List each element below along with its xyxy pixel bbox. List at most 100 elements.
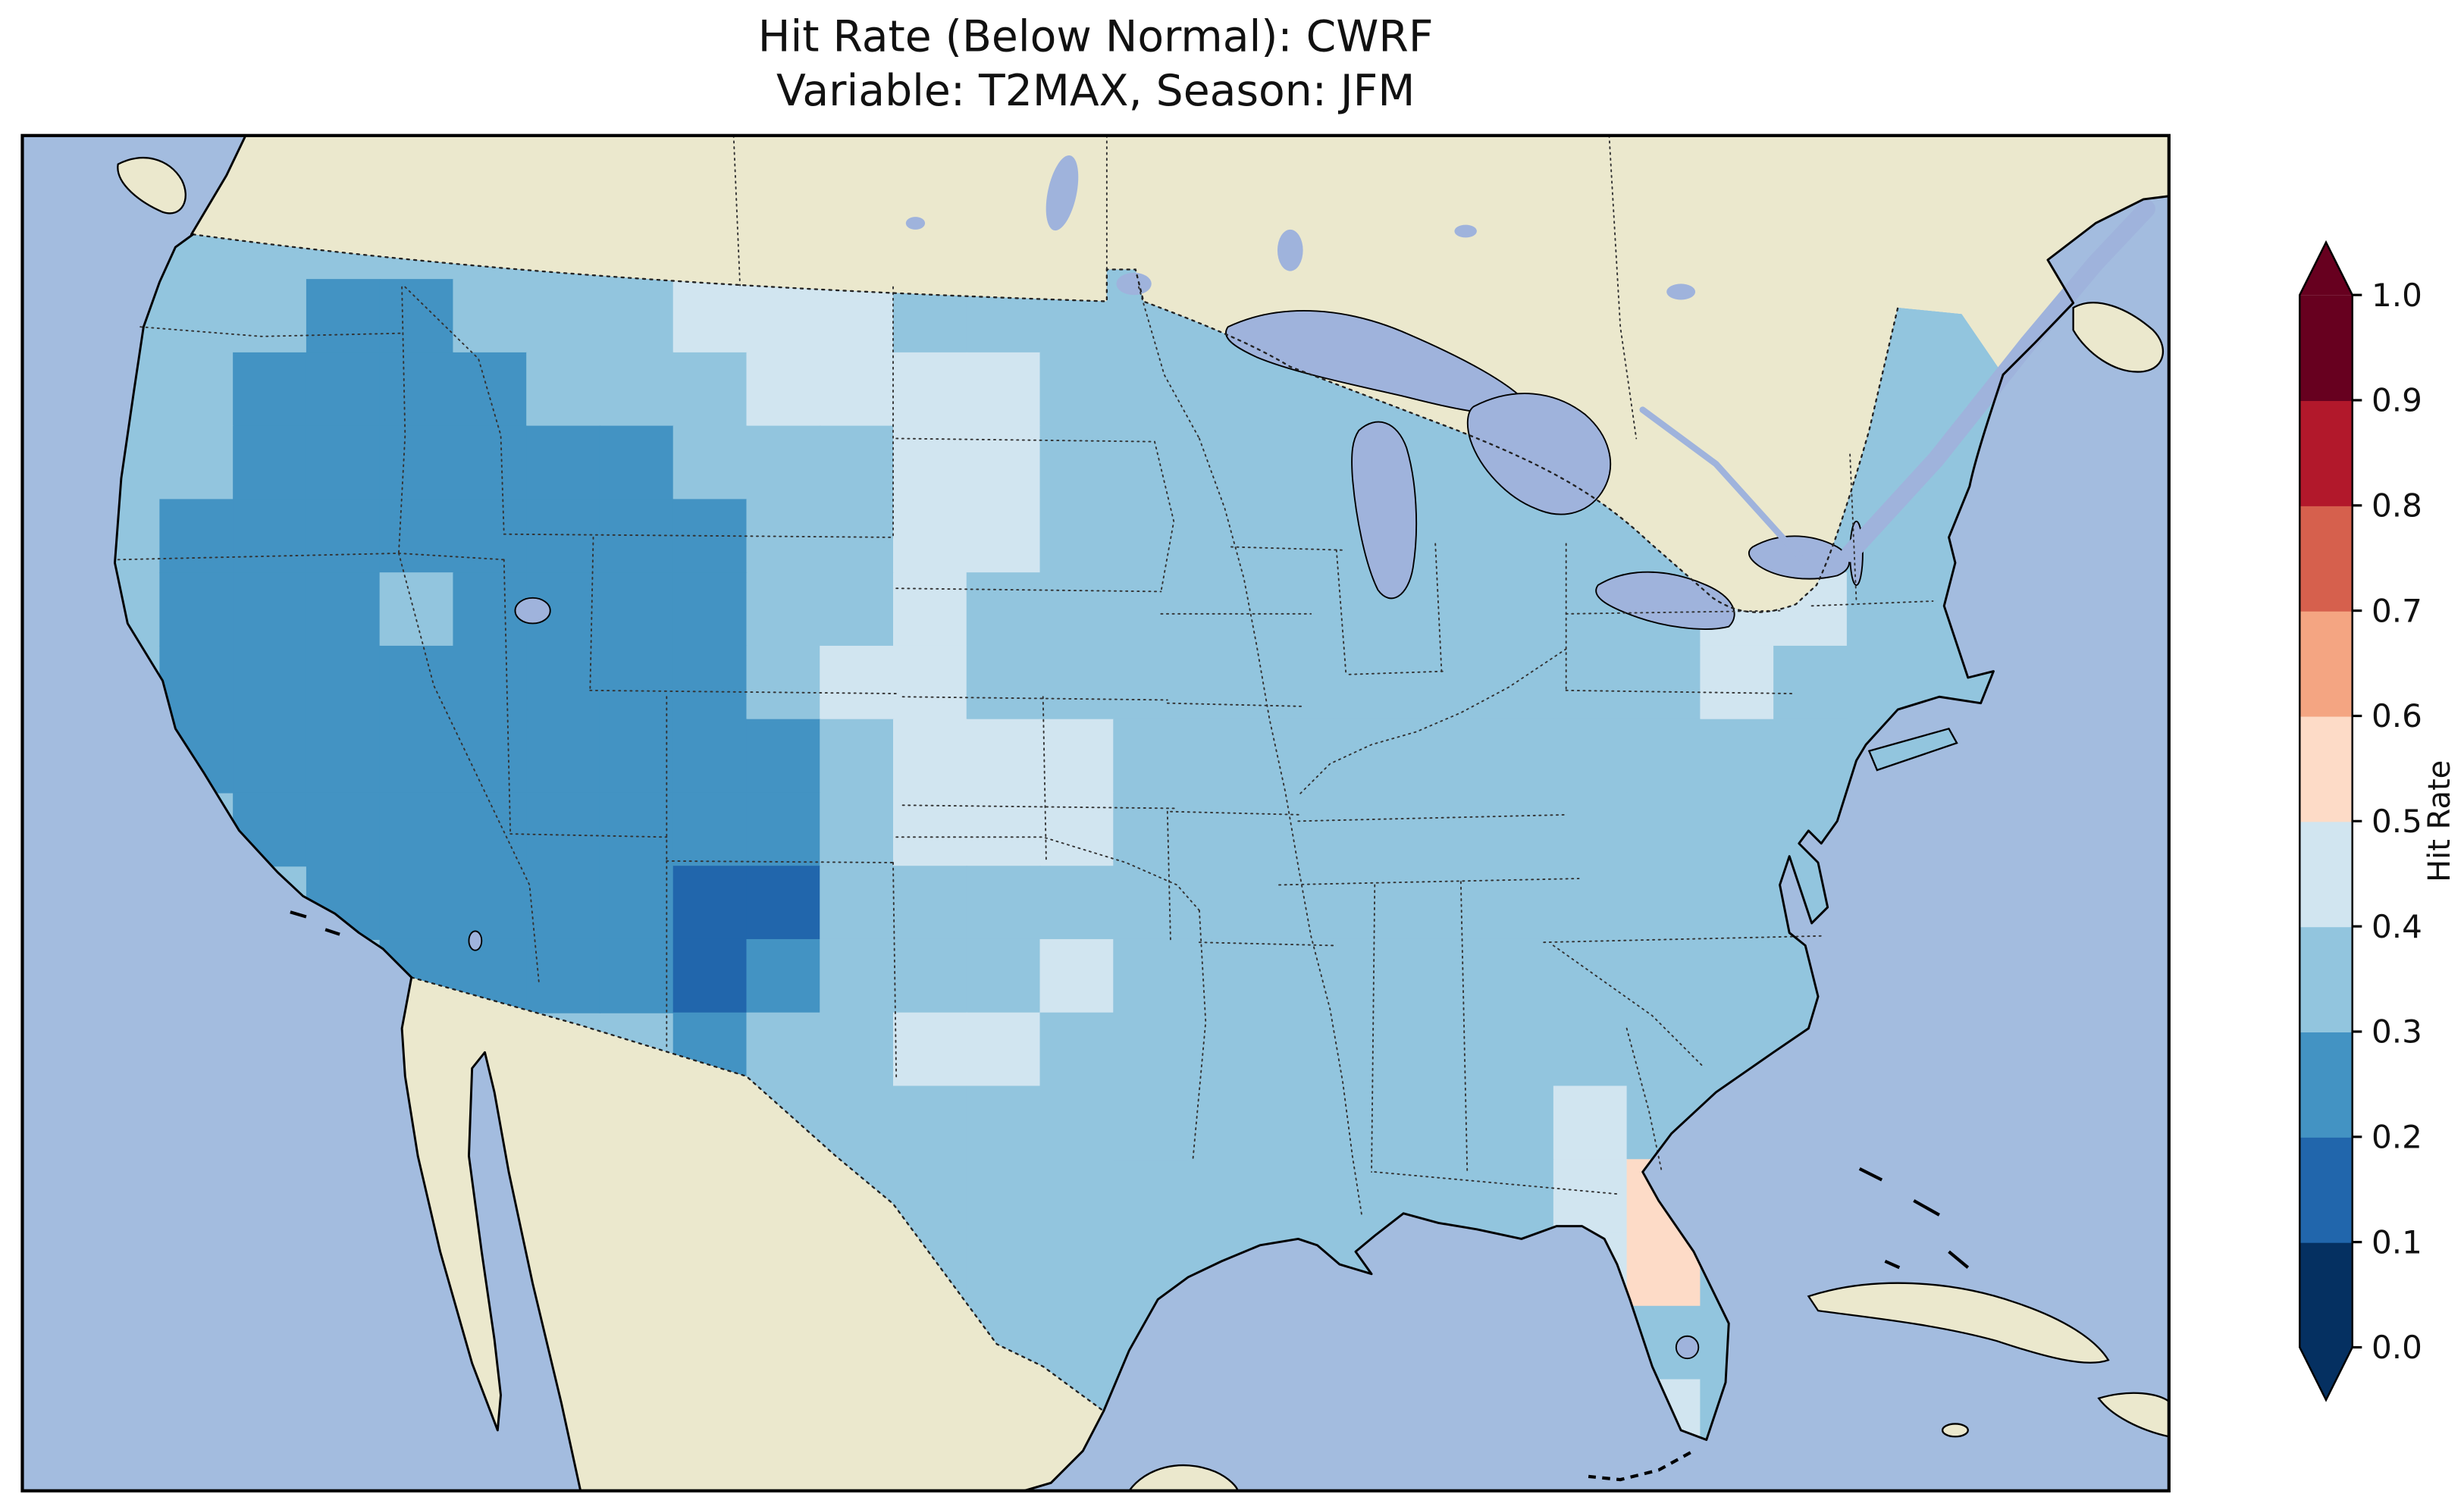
grid-cell: [599, 572, 674, 647]
grid-cell: [1259, 719, 1334, 794]
grid-cell: [1259, 499, 1334, 574]
grid-cell: [599, 792, 674, 867]
grid-cell: [1480, 1012, 1554, 1087]
grid-cell: [746, 279, 821, 353]
grid-cell: [526, 499, 601, 574]
grid-cell: [893, 352, 967, 427]
grid-cell: [453, 719, 528, 794]
grid-cell: [820, 425, 895, 500]
grid-cell: [379, 425, 454, 500]
colorbar-segments: [2299, 242, 2353, 1400]
grid-cell: [1187, 1159, 1261, 1234]
grid-cell: [599, 352, 674, 427]
canada-east-coastline: [2002, 195, 2171, 376]
grid-cell: [1700, 645, 1775, 720]
grid-cell: [1187, 352, 1261, 427]
canadian-lake: [1454, 224, 1477, 238]
us-west-coastline: [114, 233, 413, 979]
grid-cell: [1039, 1085, 1114, 1160]
colorbar-segment: [2299, 926, 2353, 1033]
grid-cell: [526, 645, 601, 720]
grid-cell: [1259, 866, 1334, 941]
grid-cell: [306, 792, 381, 867]
grid-cell: [746, 425, 821, 500]
grid-cell: [1480, 645, 1554, 720]
grid-cell: [820, 352, 895, 427]
colorbar-tick-label: 0.7: [2372, 592, 2422, 629]
grid-cell: [1406, 938, 1481, 1013]
grid-cell: [893, 866, 967, 941]
grid-cell: [820, 1085, 895, 1160]
grid-cell: [966, 866, 1041, 941]
grid-cell: [1480, 938, 1554, 1013]
grid-cell: [1187, 645, 1261, 720]
grid-cell: [672, 645, 748, 720]
grid-cell: [599, 645, 674, 720]
grid-cell: [1113, 572, 1188, 647]
grid-cell: [1333, 1085, 1408, 1160]
grid-cell: [893, 1085, 967, 1160]
grid-cell: [1113, 1085, 1188, 1160]
grid-cell: [1113, 792, 1188, 867]
grid-cell: [1039, 1159, 1114, 1234]
nova-scotia: [2072, 302, 2165, 373]
grid-cell: [1406, 1085, 1481, 1160]
grid-cell: [746, 352, 821, 427]
grid-cell: [672, 425, 748, 500]
grid-cell: [1039, 499, 1114, 574]
grid-cell: [1333, 938, 1408, 1013]
grid-cell: [159, 425, 234, 500]
grid-cell: [1259, 645, 1334, 720]
grid-cell: [966, 1012, 1041, 1087]
grid-cell: [526, 792, 601, 867]
grid-cell: [1626, 645, 1701, 720]
grid-cell: [1187, 499, 1261, 574]
grid-cell: [893, 1012, 967, 1087]
colorbar-segment: [2299, 295, 2353, 402]
canada-west-coastline: [190, 134, 247, 236]
grid-cell: [599, 425, 674, 500]
grid-cell: [159, 572, 234, 647]
grid-cell: [599, 866, 674, 941]
colorbar-tick-label: 0.1: [2372, 1223, 2422, 1261]
grid-cell: [1406, 719, 1481, 794]
grid-cell: [1553, 645, 1628, 720]
colorbar-segment: [2299, 399, 2353, 506]
grid-cell: [672, 866, 748, 941]
grid-cell: [820, 645, 895, 720]
grid-cell: [453, 279, 528, 353]
grid-cell: [1259, 938, 1334, 1013]
grid-cell: [1259, 792, 1334, 867]
mexico-landmass: [402, 977, 1104, 1491]
grid-cell: [159, 279, 234, 353]
grid-cell: [893, 719, 967, 794]
grid-cell: [893, 938, 967, 1013]
colorbar-tick-label: 0.5: [2372, 803, 2422, 840]
grid-cell: [1187, 866, 1261, 941]
grid-cell: [1480, 866, 1554, 941]
grid-cell: [1039, 719, 1114, 794]
grid-cell: [379, 499, 454, 574]
grid-cell: [1480, 792, 1554, 867]
grid-cell: [1113, 645, 1188, 720]
grid-cell: [1039, 1305, 1114, 1380]
grid-cell: [526, 719, 601, 794]
grid-cell: [1259, 572, 1334, 647]
colorbar-segment: [2299, 1242, 2353, 1348]
grid-cell: [1846, 572, 1921, 647]
lake-michigan: [1351, 421, 1418, 600]
grid-cell: [306, 425, 381, 500]
grid-cell: [1480, 572, 1554, 647]
grid-cell: [159, 645, 234, 720]
grid-cell: [746, 792, 821, 867]
grid-cell: [599, 499, 674, 574]
grid-cell: [379, 279, 454, 353]
grid-cell: [1406, 866, 1481, 941]
colorbar: 1.0 0.9 0.8 0.7 0.6 0.5 0.4 0.3 0.2 0.1 0.0 Hit Ra…: [2299, 240, 2457, 1402]
grid-cell: [526, 866, 601, 941]
colorbar-tick-label: 1.0: [2372, 277, 2422, 314]
grid-cell: [233, 719, 307, 794]
grid-cell: [1333, 719, 1408, 794]
lakes: [468, 155, 2155, 1360]
